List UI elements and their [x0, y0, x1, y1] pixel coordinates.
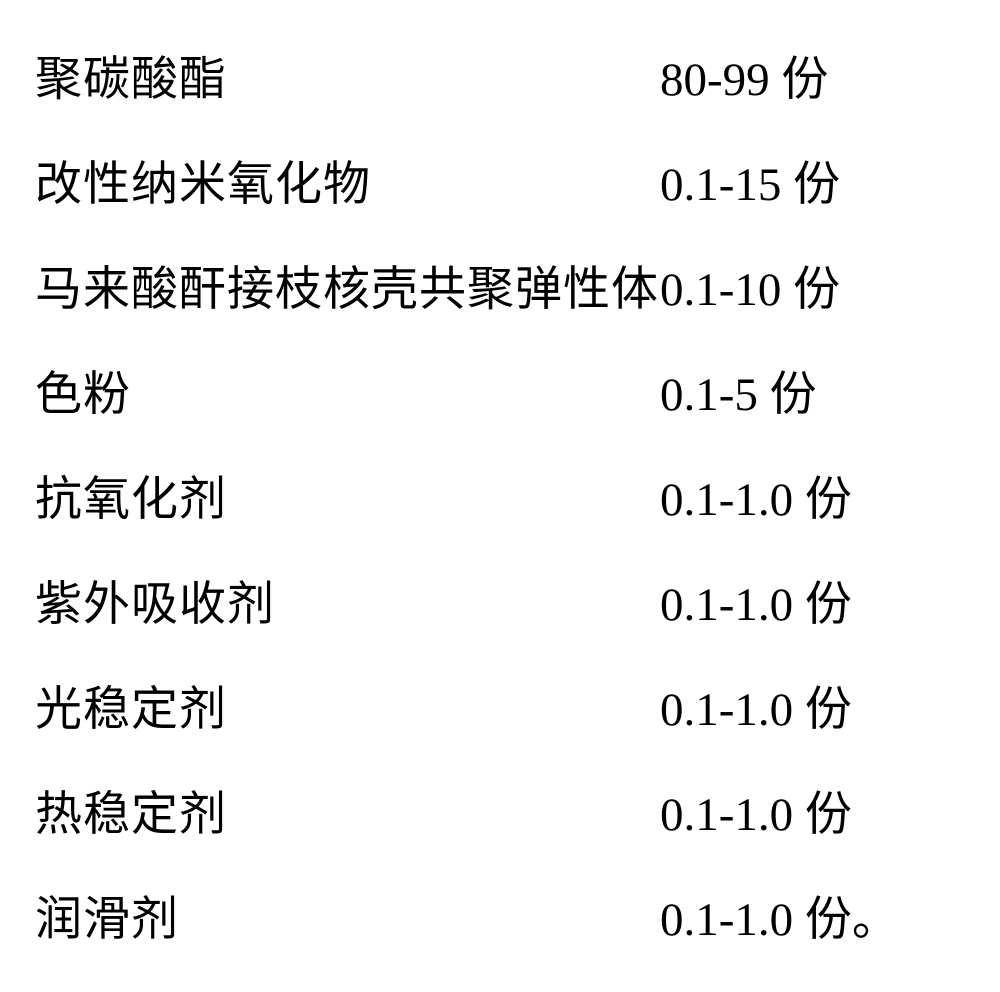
table-row: 改性纳米氧化物 0.1-15 份 — [35, 145, 960, 250]
ingredient-label: 聚碳酸酯 — [35, 40, 660, 109]
ingredient-label: 热稳定剂 — [35, 775, 660, 844]
ingredient-label: 润滑剂 — [35, 880, 660, 949]
amount-value: 0.1-1.0 份 — [660, 565, 960, 634]
ingredient-label: 色粉 — [35, 355, 660, 424]
ingredient-label: 马来酸酐接枝核壳共聚弹性体 — [35, 250, 660, 319]
amount-value: 0.1-15 份 — [660, 145, 960, 214]
table-row: 抗氧化剂 0.1-1.0 份 — [35, 460, 960, 565]
amount-value: 0.1-1.0 份 — [660, 670, 960, 739]
amount-value: 0.1-10 份 — [660, 250, 960, 319]
amount-value: 0.1-5 份 — [660, 355, 960, 424]
amount-value: 0.1-1.0 份 — [660, 460, 960, 529]
table-row: 润滑剂 0.1-1.0 份。 — [35, 880, 960, 985]
ingredient-label: 抗氧化剂 — [35, 460, 660, 529]
table-row: 紫外吸收剂 0.1-1.0 份 — [35, 565, 960, 670]
ingredient-label: 光稳定剂 — [35, 670, 660, 739]
table-row: 热稳定剂 0.1-1.0 份 — [35, 775, 960, 880]
table-row: 聚碳酸酯 80-99 份 — [35, 40, 960, 145]
table-row: 光稳定剂 0.1-1.0 份 — [35, 670, 960, 775]
amount-value: 0.1-1.0 份 — [660, 775, 960, 844]
table-row: 马来酸酐接枝核壳共聚弹性体 0.1-10 份 — [35, 250, 960, 355]
amount-value: 0.1-1.0 份。 — [660, 880, 960, 949]
composition-table: 聚碳酸酯 80-99 份 改性纳米氧化物 0.1-15 份 马来酸酐接枝核壳共聚… — [35, 40, 960, 985]
ingredient-label: 改性纳米氧化物 — [35, 145, 660, 214]
ingredient-label: 紫外吸收剂 — [35, 565, 660, 634]
table-row: 色粉 0.1-5 份 — [35, 355, 960, 460]
amount-value: 80-99 份 — [660, 40, 960, 109]
